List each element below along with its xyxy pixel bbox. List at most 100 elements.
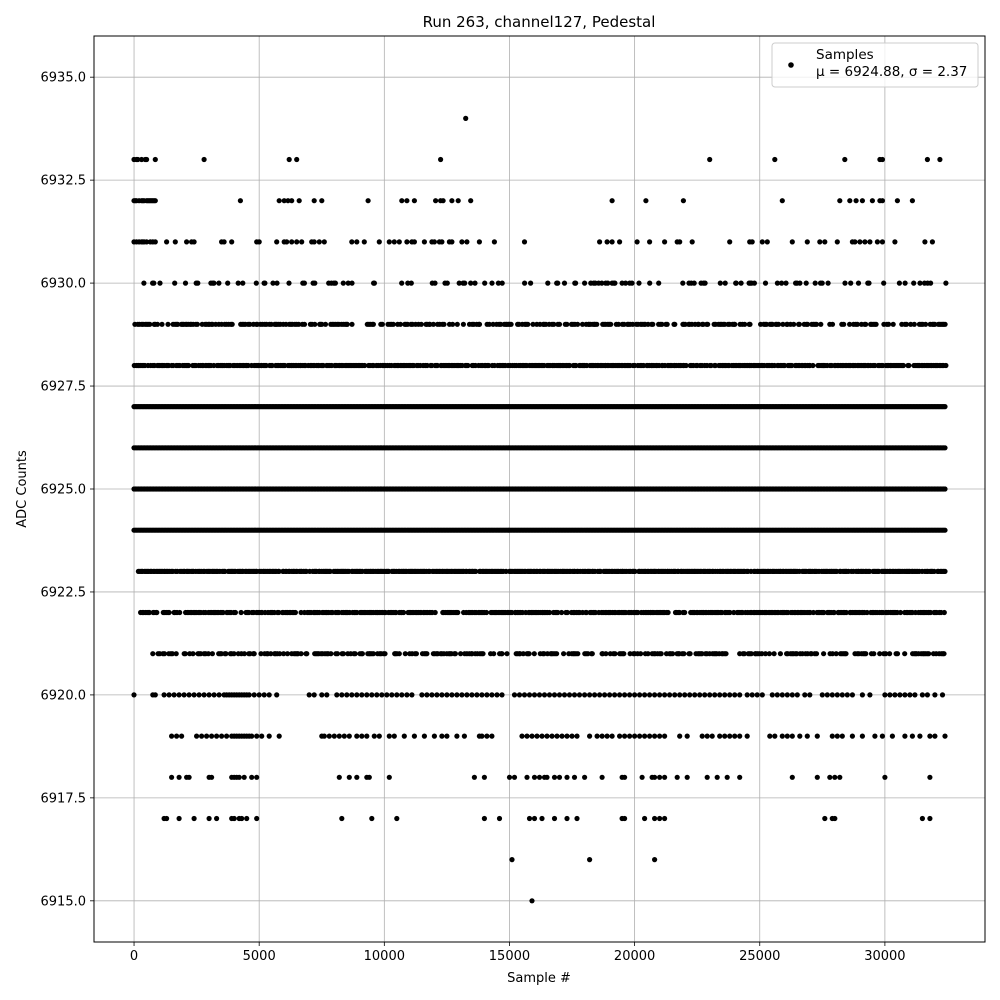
data-point (927, 733, 933, 739)
data-point (769, 692, 775, 698)
data-point (254, 774, 260, 780)
data-point (239, 815, 245, 822)
data-point (609, 733, 615, 739)
data-point (609, 239, 615, 245)
data-point (544, 774, 550, 780)
data-point (254, 733, 260, 739)
data-point (460, 321, 466, 327)
data-point (906, 362, 912, 369)
data-point (235, 280, 241, 286)
data-point (922, 239, 928, 245)
data-point (556, 692, 563, 698)
data-point (779, 198, 785, 204)
data-point (902, 280, 908, 286)
data-point (744, 692, 750, 698)
data-point (229, 321, 235, 327)
data-point (924, 692, 931, 698)
data-point (797, 733, 803, 739)
data-point (454, 692, 460, 698)
data-point (903, 321, 910, 327)
data-point (847, 321, 853, 327)
data-point (712, 692, 718, 698)
data-point (551, 815, 558, 822)
data-point (896, 280, 903, 286)
data-point (541, 692, 548, 698)
data-point (567, 362, 573, 369)
data-point (489, 692, 495, 698)
data-point (413, 651, 419, 657)
data-point (439, 239, 445, 245)
data-point (481, 815, 487, 822)
data-point (839, 692, 845, 698)
data-point (805, 321, 811, 327)
data-point (599, 733, 605, 739)
data-point (221, 239, 227, 245)
data-point (866, 280, 872, 286)
data-point (564, 774, 570, 780)
data-point (932, 321, 938, 327)
data-point (902, 692, 908, 698)
data-point (481, 774, 487, 780)
x-tick-label: 15000 (489, 949, 530, 964)
data-point (421, 733, 427, 739)
y-axis-label: ADC Counts (15, 450, 30, 528)
data-point (346, 774, 352, 780)
data-point (261, 692, 267, 698)
data-point (592, 692, 598, 698)
data-point (791, 321, 797, 327)
data-point (172, 239, 178, 245)
data-point (285, 198, 291, 204)
data-point (704, 774, 710, 780)
data-point (339, 692, 345, 698)
data-point (344, 321, 350, 327)
data-point (471, 774, 477, 780)
data-point (882, 692, 888, 698)
data-point (813, 321, 820, 327)
data-point (696, 321, 702, 327)
data-point (789, 692, 795, 698)
data-point (942, 568, 948, 575)
data-point (672, 692, 678, 698)
data-point (431, 239, 437, 245)
data-point (924, 156, 931, 163)
data-point (539, 815, 545, 822)
data-point (677, 239, 683, 245)
data-point (772, 733, 778, 739)
data-point (556, 774, 563, 780)
data-point (524, 774, 530, 780)
data-point (665, 609, 671, 616)
data-point (602, 692, 608, 698)
data-point (354, 692, 360, 698)
data-point (530, 321, 536, 327)
data-point (657, 815, 663, 822)
data-point (336, 774, 342, 780)
data-point (732, 733, 738, 739)
data-point (848, 280, 854, 286)
data-point (166, 692, 172, 698)
data-point (482, 280, 488, 286)
legend-stats: μ = 6924.88, σ = 2.37 (816, 64, 967, 80)
data-point (909, 198, 916, 204)
data-point (709, 733, 715, 739)
data-point (732, 692, 738, 698)
data-point (892, 692, 898, 698)
data-point (292, 609, 298, 616)
data-point (511, 774, 518, 780)
data-point (672, 321, 678, 327)
data-point (682, 609, 688, 616)
data-point (401, 609, 407, 616)
data-point (774, 280, 781, 286)
data-point (824, 692, 830, 698)
y-tick-label: 6930.0 (41, 277, 87, 292)
data-point (573, 280, 579, 286)
data-point (662, 815, 668, 822)
data-point (281, 198, 287, 204)
data-point (472, 280, 478, 286)
data-point (812, 280, 818, 286)
data-point (789, 239, 795, 245)
data-point (892, 239, 898, 245)
data-point (650, 321, 656, 327)
data-point (559, 733, 565, 739)
data-point (783, 280, 789, 286)
